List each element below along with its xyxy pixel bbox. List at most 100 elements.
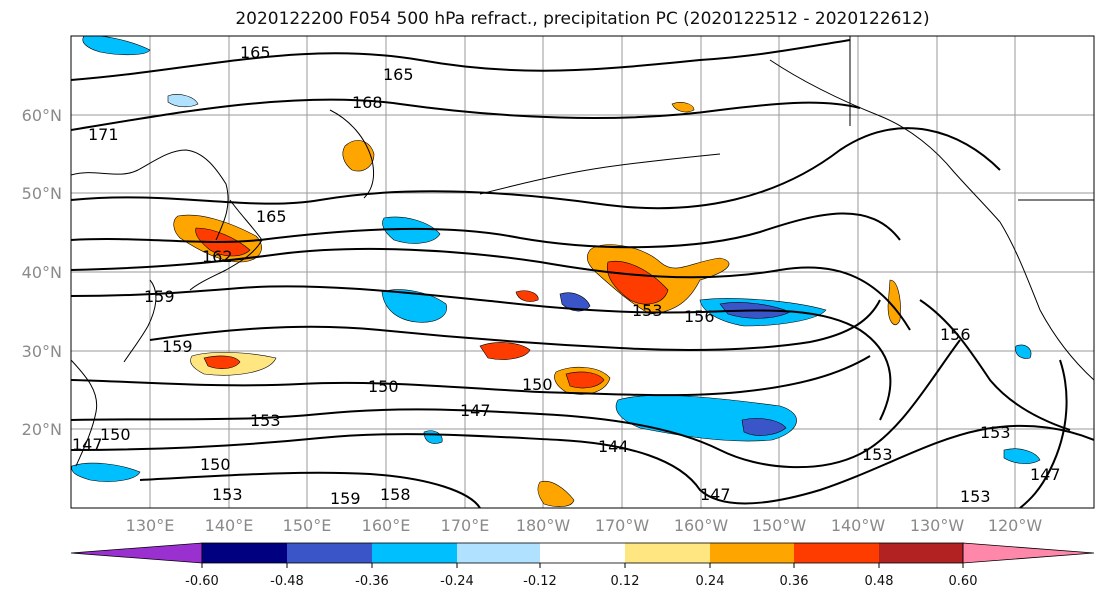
contour-line bbox=[71, 127, 1001, 210]
lon-label: 180°W bbox=[516, 516, 571, 535]
contour-label: 147 bbox=[460, 401, 491, 420]
colorbar-ticks bbox=[201, 563, 964, 568]
longitude-labels: 130°E 140°E 150°E 160°E 170°E 180°W 170°… bbox=[126, 516, 1043, 535]
contour-label: 150 bbox=[200, 455, 231, 474]
colorbar-extend-high bbox=[962, 542, 1095, 564]
lat-label: 30°N bbox=[22, 342, 62, 361]
colorbar-segment bbox=[372, 543, 457, 563]
contour-label: 150 bbox=[100, 425, 131, 444]
contour-label: 159 bbox=[162, 337, 193, 356]
colorbar-tick-label: 0.48 bbox=[865, 574, 894, 589]
contour-labels: 165 165 168 171 165 162 159 159 150 147 … bbox=[72, 43, 1061, 508]
contour-label: 165 bbox=[256, 207, 287, 226]
colorbar-frame bbox=[201, 542, 964, 564]
contour-line bbox=[71, 98, 861, 131]
precip-area-positive bbox=[342, 140, 375, 172]
contour-label: 150 bbox=[368, 377, 399, 396]
contour-line bbox=[139, 471, 481, 508]
colorbar-segment bbox=[540, 543, 625, 563]
refractivity-contours bbox=[71, 39, 1094, 508]
colorbar-segment bbox=[457, 543, 540, 563]
lon-label: 150°W bbox=[752, 516, 807, 535]
precip-area-positive bbox=[671, 102, 695, 113]
contour-label: 153 bbox=[862, 445, 893, 464]
lat-label: 40°N bbox=[22, 263, 62, 282]
contour-line bbox=[71, 424, 1094, 505]
lon-label: 160°E bbox=[362, 516, 411, 535]
lon-label: 170°E bbox=[441, 516, 490, 535]
contour-label: 159 bbox=[330, 489, 361, 508]
contour-label: 153 bbox=[212, 485, 243, 504]
precip-area-positive bbox=[479, 342, 531, 360]
precip-area-positive bbox=[565, 371, 605, 389]
latitude-labels: 20°N 30°N 40°N 50°N 60°N bbox=[22, 106, 62, 439]
contour-label: 147 bbox=[700, 485, 731, 504]
contour-label: 159 bbox=[144, 287, 175, 306]
colorbar-tick-label: -0.60 bbox=[185, 574, 219, 589]
lat-label: 20°N bbox=[22, 420, 62, 439]
precip-area-negative bbox=[382, 216, 441, 244]
precip-area-positive bbox=[537, 480, 575, 507]
lat-label: 50°N bbox=[22, 184, 62, 203]
lon-label: 120°W bbox=[988, 516, 1043, 535]
precip-area-positive bbox=[203, 355, 241, 369]
contour-label: 153 bbox=[632, 301, 663, 320]
contour-line bbox=[71, 355, 871, 397]
contour-label: 162 bbox=[202, 247, 233, 266]
precip-area-negative bbox=[381, 289, 447, 323]
contour-label: 156 bbox=[940, 325, 971, 344]
colorbar: -0.60 -0.48 -0.36 -0.24 -0.12 0.12 0.24 … bbox=[70, 542, 1095, 589]
precip-area-positive bbox=[606, 260, 669, 305]
colorbar-segment bbox=[202, 543, 287, 563]
lon-label: 160°W bbox=[674, 516, 729, 535]
coastline-aleutians bbox=[479, 153, 721, 195]
colorbar-segment bbox=[879, 543, 963, 563]
coastline-kamchatka bbox=[329, 109, 375, 199]
precip-area-negative bbox=[82, 36, 151, 56]
lon-label: 140°E bbox=[205, 516, 254, 535]
colorbar-extend-low bbox=[70, 542, 203, 564]
coastline-asia bbox=[71, 149, 229, 241]
contour-label: 168 bbox=[352, 93, 383, 112]
contour-label: 158 bbox=[380, 485, 411, 504]
colorbar-tick-label: -0.48 bbox=[270, 574, 304, 589]
contour-line bbox=[71, 285, 892, 421]
lon-label: 130°E bbox=[126, 516, 175, 535]
contour-label: 171 bbox=[88, 125, 119, 144]
contour-line bbox=[919, 299, 1071, 431]
contour-label: 165 bbox=[383, 65, 414, 84]
coastline-alaska bbox=[769, 59, 1001, 223]
precip-area-positive bbox=[515, 290, 539, 302]
contour-label: 156 bbox=[684, 307, 715, 326]
colorbar-tick-label: 0.24 bbox=[696, 574, 725, 589]
contour-label: 153 bbox=[250, 411, 281, 430]
precip-area-negative bbox=[1015, 344, 1032, 359]
contour-line bbox=[71, 212, 901, 249]
lat-label: 60°N bbox=[22, 106, 62, 125]
colorbar-tick-label: -0.36 bbox=[355, 574, 389, 589]
contour-label: 153 bbox=[980, 423, 1011, 442]
contour-line bbox=[71, 339, 961, 469]
colorbar-tick-label: -0.24 bbox=[440, 574, 474, 589]
coastline-north-america bbox=[999, 221, 1094, 381]
contour-label: 147 bbox=[72, 435, 103, 454]
contour-label: 153 bbox=[960, 487, 991, 506]
colorbar-tick-label: -0.12 bbox=[523, 574, 557, 589]
contour-label: 165 bbox=[240, 43, 271, 62]
colorbar-segment bbox=[287, 543, 372, 563]
lon-label: 130°W bbox=[910, 516, 965, 535]
colorbar-tick-label: 0.60 bbox=[949, 574, 978, 589]
colorbar-tick-label: 0.36 bbox=[780, 574, 809, 589]
lon-label: 150°E bbox=[283, 516, 332, 535]
precipitation-fill bbox=[71, 36, 1041, 507]
contour-line bbox=[149, 299, 881, 351]
contour-label: 144 bbox=[598, 437, 629, 456]
colorbar-tick-label: 0.12 bbox=[611, 574, 640, 589]
coastline-korea bbox=[123, 279, 157, 363]
precip-area-negative bbox=[1003, 448, 1041, 464]
colorbar-segment bbox=[625, 543, 710, 563]
contour-line bbox=[71, 247, 911, 331]
lon-label: 170°W bbox=[595, 516, 650, 535]
coastlines bbox=[71, 36, 1094, 467]
contour-label: 147 bbox=[1030, 465, 1061, 484]
